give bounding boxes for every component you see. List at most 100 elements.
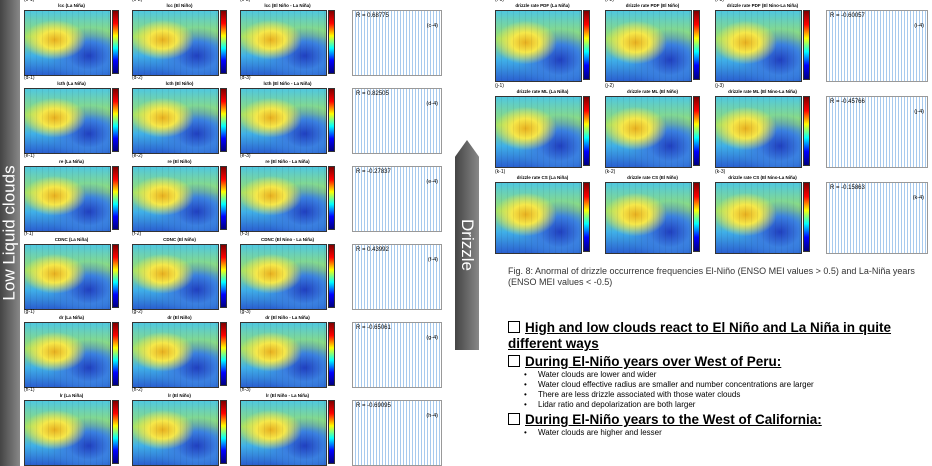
summary: High and low clouds react to El Niño and…	[508, 318, 928, 438]
panel-title: drizzle rate ML (El Nino-La Niña)	[728, 89, 797, 94]
panel-title: drizzle rate CS (La Niña)	[516, 175, 569, 180]
panel-id: (d-2)	[132, 75, 143, 81]
heading-text: During El-Niño years to the West of Cali…	[525, 412, 822, 427]
map	[605, 10, 692, 82]
panel-title: drizzle rate PDF (El Niño)	[625, 3, 680, 8]
map	[240, 244, 327, 310]
panel-title: re (El Niño - La Niña)	[265, 159, 310, 164]
map-panel: (i-1) drizzle rate PDF (La Niña)	[495, 0, 590, 82]
panel-id: (g-2)	[132, 309, 143, 315]
time-series: R = -0.45766 (j-4)	[826, 96, 928, 168]
map	[715, 96, 802, 168]
map	[132, 322, 219, 388]
map	[495, 182, 582, 254]
map-panel: (k-2) drizzle rate CS (El Niño)	[605, 169, 700, 254]
checkbox	[508, 355, 520, 367]
panel-title: dr (El Niño)	[167, 315, 192, 320]
right-band: Drizzle	[455, 140, 479, 350]
colorbar	[803, 10, 810, 80]
colorbar	[220, 400, 227, 464]
panel-id: (h-2)	[132, 387, 143, 393]
map-panel: (j-3) drizzle rate ML (El Nino-La Niña)	[715, 83, 810, 168]
left-label: Low Liquid clouds	[0, 165, 19, 301]
map-panel: (h-1) lr (La Niña)	[24, 387, 119, 466]
colorbar	[112, 322, 119, 386]
map-panel: (i-2) drizzle rate PDF (El Niño)	[605, 0, 700, 82]
time-series: R = -0.60057 (i-4)	[826, 10, 928, 82]
panel-id: (d-4)	[426, 101, 438, 107]
map-panel: (d-2) lcth (El Niño)	[132, 75, 227, 154]
panel-title: lcth (El Niño - La Niña)	[263, 81, 312, 86]
colorbar	[328, 322, 335, 386]
panel-id: (e-3)	[240, 153, 251, 159]
panel-id: (h-1)	[24, 387, 35, 393]
panel-title: drizzle rate PDF (El Nino-La Niña)	[726, 3, 799, 8]
map	[605, 96, 692, 168]
map	[240, 166, 327, 232]
panel-title: lr (El Niño)	[168, 393, 191, 398]
colorbar	[803, 182, 810, 252]
panel-id: (i-2)	[605, 0, 614, 3]
summary-heading: High and low clouds react to El Niño and…	[508, 320, 928, 352]
panel-id: (k-1)	[495, 169, 506, 175]
map-panel: (c-1) lcc (La Niña)	[24, 0, 119, 76]
checkbox	[508, 413, 520, 425]
colorbar	[220, 10, 227, 74]
map-panel: (c-2) lcc (El Niño)	[132, 0, 227, 76]
panel-id: (k-4)	[912, 195, 924, 201]
map	[605, 182, 692, 254]
time-series: R = -0.15863 (k-4)	[826, 182, 928, 254]
map-panel: (f-3) CDNC (El Nino - La Niña)	[240, 231, 335, 310]
panel-id: (j-3)	[715, 83, 724, 89]
colorbar	[693, 182, 700, 252]
panel-title: drizzle rate PDF (La Niña)	[515, 3, 570, 8]
map	[495, 10, 582, 82]
correlation: R = -0.45766	[830, 99, 865, 105]
summary-item: Lidar ratio and depolarization are both …	[538, 400, 928, 410]
colorbar	[112, 244, 119, 308]
colorbar	[328, 400, 335, 464]
summary-item: There are less drizzle associated with t…	[538, 390, 928, 400]
panel-id: (h-3)	[240, 387, 251, 393]
panel-id: (g-3)	[240, 309, 251, 315]
panel-title: dr (El Niño - La Niña)	[265, 315, 310, 320]
panel-id: (k-3)	[715, 169, 726, 175]
panel-title: drizzle rate ML (La Niña)	[516, 89, 569, 94]
panel-title: drizzle rate ML (El Niño)	[627, 89, 678, 94]
map	[24, 400, 111, 466]
summary-item: Water clouds are lower and wider	[538, 370, 928, 380]
correlation: R = -0.69095	[356, 403, 391, 409]
map-panel: (k-1) drizzle rate CS (La Niña)	[495, 169, 590, 254]
time-series: R = -0.27837 (e-4)	[352, 166, 442, 232]
panel-title: dr (La Niña)	[58, 315, 84, 320]
summary-item: Water clouds are higher and lesser	[538, 428, 928, 438]
summary-heading: During El-Niño years to the West of Cali…	[508, 412, 928, 428]
heading-text: During El-Niño years over West of Peru:	[525, 354, 782, 369]
panel-id: (d-3)	[240, 75, 251, 81]
panel-id: (j-1)	[495, 83, 504, 89]
time-series: R = 0.82505 (d-4)	[352, 88, 442, 154]
map	[24, 322, 111, 388]
panel-id: (d-1)	[24, 75, 35, 81]
map-panel: (f-1) CDNC (La Niña)	[24, 231, 119, 310]
map-panel: (h-2) lr (El Niño)	[132, 387, 227, 466]
time-series: R = -0.65061 (g-4)	[352, 322, 442, 388]
colorbar	[328, 244, 335, 308]
correlation: R = -0.27837	[356, 169, 391, 175]
panel-title: CDNC (El Niño)	[163, 237, 196, 242]
panel-id: (e-2)	[132, 153, 143, 159]
map-panel: (e-1) re (La Niña)	[24, 153, 119, 232]
colorbar	[328, 88, 335, 152]
panel-id: (i-4)	[914, 23, 924, 29]
map-panel: (g-2) dr (El Niño)	[132, 309, 227, 388]
map	[715, 182, 802, 254]
colorbar	[112, 166, 119, 230]
map	[715, 10, 802, 82]
panel-title: lcc (La Niña)	[58, 3, 85, 8]
map-panel: (e-3) re (El Niño - La Niña)	[240, 153, 335, 232]
map-panel: (k-3) drizzle rate CS (El Nino-La Niña)	[715, 169, 810, 254]
checkbox	[508, 321, 520, 333]
map	[240, 322, 327, 388]
panel-id: (j-2)	[605, 83, 614, 89]
colorbar	[112, 10, 119, 74]
